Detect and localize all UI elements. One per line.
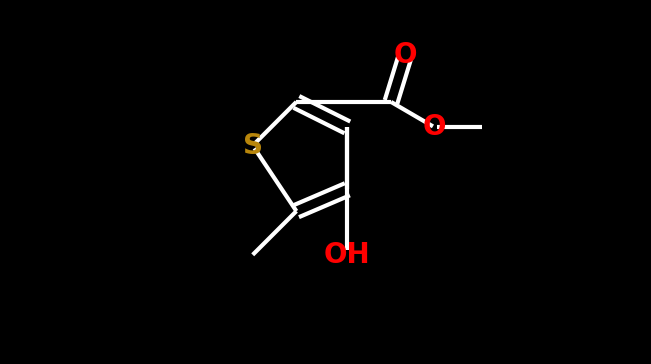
Text: O: O <box>423 114 447 141</box>
Text: OH: OH <box>324 241 370 269</box>
Text: S: S <box>243 132 263 159</box>
Text: O: O <box>394 41 417 68</box>
